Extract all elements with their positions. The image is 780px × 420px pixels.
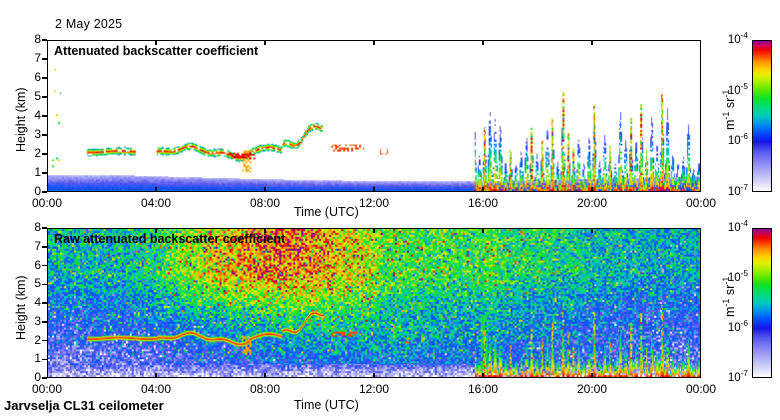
x-tick-label: 08:00 xyxy=(249,196,281,210)
heatmap-canvas-raw xyxy=(48,229,700,377)
colorbar-top xyxy=(752,40,772,192)
y-tick-label: 3 xyxy=(34,127,41,141)
y-tick-label: 5 xyxy=(34,276,41,291)
y-tick-mark xyxy=(42,134,47,136)
x-tick-label: 16:00 xyxy=(467,382,499,396)
y-tick-label: 7 xyxy=(34,238,41,253)
y-tick-label: 2 xyxy=(34,332,41,347)
x-tick-mark xyxy=(591,228,593,233)
y-tick-label: 4 xyxy=(34,108,41,122)
x-tick-label: 16:00 xyxy=(467,196,499,210)
date-label: 2 May 2025 xyxy=(55,17,123,31)
y-tick-mark xyxy=(42,358,47,360)
x-tick-mark xyxy=(264,373,266,378)
x-axis-label-top: Time (UTC) xyxy=(294,205,359,219)
y-tick-label: 8 xyxy=(34,32,41,46)
colorbar-label-bottom: m-1 sr-1 xyxy=(720,276,737,317)
station-label: Jarvselja CL31 ceilometer xyxy=(4,398,164,413)
x-tick-label: 04:00 xyxy=(140,382,172,396)
x-tick-label: 00:00 xyxy=(685,382,717,396)
x-tick-mark xyxy=(482,187,484,192)
x-tick-label: 04:00 xyxy=(140,196,172,210)
x-tick-mark xyxy=(155,187,157,192)
y-tick-mark xyxy=(42,191,47,193)
colorbar-tick-label: 10-7 xyxy=(727,369,748,384)
x-tick-label: 00:00 xyxy=(31,196,63,210)
x-tick-mark xyxy=(591,187,593,192)
panel-title-attenuated: Attenuated backscatter coefficient xyxy=(54,44,259,58)
y-tick-label: 7 xyxy=(34,51,41,65)
y-tick-mark xyxy=(42,96,47,98)
y-tick-mark xyxy=(42,227,47,229)
y-tick-label: 6 xyxy=(34,257,41,272)
x-tick-label: 12:00 xyxy=(358,196,390,210)
colorbar-tick-label: 10-4 xyxy=(727,31,748,46)
y-tick-mark xyxy=(42,321,47,323)
x-tick-label: 00:00 xyxy=(31,382,63,396)
y-tick-label: 8 xyxy=(34,220,41,234)
x-tick-label: 20:00 xyxy=(576,196,608,210)
y-tick-label: 2 xyxy=(34,146,41,160)
y-tick-label: 6 xyxy=(34,70,41,84)
x-tick-mark xyxy=(264,228,266,233)
x-tick-label: 08:00 xyxy=(249,382,281,396)
y-tick-mark xyxy=(42,58,47,60)
colorbar-tick-label: 10-6 xyxy=(727,319,748,334)
colorbar-bottom xyxy=(752,228,772,378)
plot-area-raw-attenuated[interactable] xyxy=(47,228,701,378)
y-tick-label: 1 xyxy=(34,351,41,366)
y-tick-mark xyxy=(42,77,47,79)
x-tick-mark xyxy=(373,373,375,378)
x-tick-mark xyxy=(373,187,375,192)
x-tick-mark xyxy=(482,40,484,45)
y-tick-label: 5 xyxy=(34,89,41,103)
y-tick-mark xyxy=(42,153,47,155)
y-tick-label: 4 xyxy=(34,295,41,309)
y-tick-mark xyxy=(42,283,47,285)
x-tick-mark xyxy=(482,373,484,378)
x-tick-mark xyxy=(155,373,157,378)
colorbar-tick-label: 10-7 xyxy=(727,183,748,198)
x-tick-label: 00:00 xyxy=(685,196,717,210)
x-tick-label: 20:00 xyxy=(576,382,608,396)
colorbar-label-top: m-1 sr-1 xyxy=(720,89,737,130)
x-tick-mark xyxy=(264,40,266,45)
colorbar-tick-label: 10-5 xyxy=(727,81,748,97)
y-tick-mark xyxy=(42,339,47,342)
heatmap-canvas-attenuated xyxy=(48,41,700,191)
y-tick-label: 3 xyxy=(34,313,41,328)
y-tick-mark xyxy=(42,39,47,41)
x-tick-mark xyxy=(264,187,266,192)
panel-title-raw: Raw attenuated backscatter coefficient xyxy=(54,232,286,246)
x-tick-mark xyxy=(373,40,375,45)
x-tick-mark xyxy=(155,40,157,45)
y-tick-mark xyxy=(42,377,47,379)
y-tick-label: 0 xyxy=(34,184,41,198)
x-tick-mark xyxy=(482,228,484,233)
y-tick-mark xyxy=(42,172,47,174)
x-axis-label-bottom: Time (UTC) xyxy=(294,398,359,412)
y-tick-mark xyxy=(42,264,47,267)
colorbar-tick-label: 10-5 xyxy=(727,269,748,284)
y-tick-mark xyxy=(42,115,47,117)
colorbar-tick-label: 10-4 xyxy=(727,219,748,234)
x-tick-label: 12:00 xyxy=(358,382,390,396)
x-tick-mark xyxy=(591,40,593,45)
x-tick-mark xyxy=(155,228,157,233)
x-tick-mark xyxy=(373,228,375,233)
y-tick-mark xyxy=(42,246,47,248)
plot-area-attenuated-backscatter[interactable] xyxy=(47,40,701,192)
colorbar-tick-label: 10-6 xyxy=(727,132,748,148)
y-tick-mark xyxy=(42,302,47,304)
y-tick-label: 0 xyxy=(34,370,41,384)
y-tick-label: 1 xyxy=(34,165,41,179)
x-tick-mark xyxy=(591,373,593,378)
